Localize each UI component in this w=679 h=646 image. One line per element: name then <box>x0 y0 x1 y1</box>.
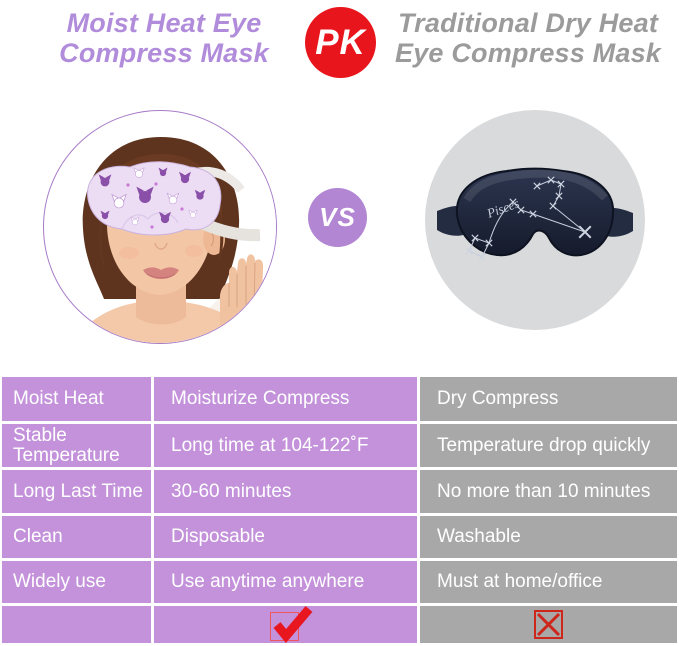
moist-mask-photo <box>43 110 277 344</box>
left-title-line2: Compress Mask <box>59 38 269 68</box>
right-product-title: Traditional Dry Heat Eye Compress Mask <box>382 8 674 68</box>
dry-value: Dry Compress <box>420 377 677 421</box>
verdict-dry-cell <box>420 606 677 643</box>
check-icon <box>269 605 312 643</box>
feature-label: Widely use <box>2 561 151 603</box>
feature-label: Long Last Time <box>2 470 151 513</box>
left-product-title: Moist Heat Eye Compress Mask <box>28 8 300 68</box>
dot-pattern <box>126 182 184 229</box>
pk-badge-icon: PK <box>305 7 376 78</box>
right-title-line2: Eye Compress Mask <box>394 38 662 68</box>
comparison-table: Moist Heat Moisturize Compress Dry Compr… <box>2 377 677 643</box>
cross-glyph <box>536 612 561 637</box>
dry-value: Washable <box>420 516 677 558</box>
moist-value: Disposable <box>154 516 417 558</box>
verdict-moist-cell <box>154 605 417 643</box>
moist-value: 30-60 minutes <box>154 470 417 513</box>
verdict-feature-cell <box>2 606 151 643</box>
vs-badge: VS <box>308 188 367 247</box>
dry-value: No more than 10 minutes <box>420 470 677 513</box>
feature-label: Clean <box>2 516 151 558</box>
feature-label: Stable Temperature <box>2 424 151 467</box>
dry-value: Must at home/office <box>420 561 677 603</box>
dry-value: Temperature drop quickly <box>420 424 677 467</box>
moist-value: Moisturize Compress <box>154 377 417 421</box>
check-glyph <box>273 605 312 643</box>
dry-mask-photo: Pisces <box>425 110 645 330</box>
woman-wearing-mask-illustration <box>45 112 276 343</box>
cross-icon <box>534 610 563 639</box>
moist-value: Use anytime anywhere <box>154 561 417 603</box>
moist-value: Long time at 104-122˚F <box>154 424 417 467</box>
feature-label: Moist Heat <box>2 377 151 421</box>
dry-mask-illustration: Pisces <box>425 110 645 330</box>
right-title-line1: Traditional Dry Heat <box>397 8 659 38</box>
left-title-line1: Moist Heat Eye <box>66 8 262 38</box>
